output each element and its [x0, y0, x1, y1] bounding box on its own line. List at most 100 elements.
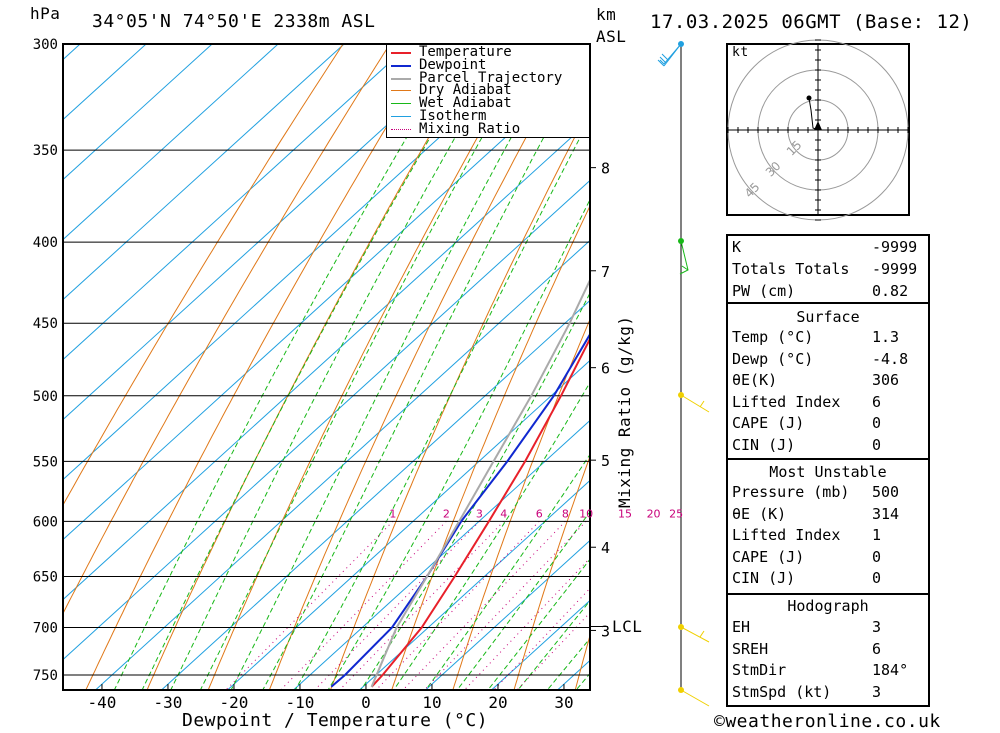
- site-name: weatheronline.co.uk: [725, 711, 941, 732]
- legend-item: Temperature: [387, 44, 587, 60]
- isotherm-line: [63, 44, 81, 61]
- hodograph-point: [806, 95, 812, 101]
- row-value: 6: [872, 392, 882, 411]
- legend-item: Dewpoint: [387, 58, 587, 72]
- dry-adiabat-line: [452, 318, 590, 690]
- wet-adiabat-line: [170, 44, 510, 690]
- legend-label: Wet Adiabat: [419, 95, 512, 112]
- wet-adiabat-line: [230, 44, 564, 690]
- isotherm-line: [226, 359, 590, 690]
- row-label: StmDir: [732, 661, 787, 679]
- legend-item: Dry Adiabat: [387, 82, 587, 99]
- wet-adiabat-line: [199, 44, 536, 690]
- table-row: Lifted Index 1: [728, 526, 928, 547]
- isotherm-line: [63, 44, 345, 301]
- pressure-tick-label: 500: [33, 389, 58, 405]
- dewpoint-line: [330, 332, 590, 688]
- row-label: CIN (J): [732, 435, 796, 454]
- x-tick-label: -30: [154, 693, 183, 712]
- row-label: Temp (°C): [732, 328, 814, 346]
- wet-adiabat-line: [393, 381, 590, 690]
- pressure-tick-label: 700: [33, 620, 58, 636]
- dry-adiabat-line: [939, 44, 1000, 719]
- row-value: 0: [872, 414, 882, 432]
- pw-value: 0.82: [872, 282, 909, 300]
- x-tick-label: -20: [220, 693, 249, 712]
- footer-credit: ©weatheronline.co.uk: [714, 711, 941, 732]
- row-value: 500: [872, 483, 900, 501]
- surface-title: Surface: [796, 308, 860, 326]
- height-asl-label: ASL: [596, 27, 627, 46]
- legend-label: Mixing Ratio: [419, 120, 521, 137]
- mixing-ratio-label: 1: [389, 507, 396, 520]
- indices-table: K -9999 Totals Totals -9999 PW (cm) 0.82: [726, 234, 930, 304]
- table-row: StmDir 184°: [728, 661, 928, 682]
- table-row: CAPE (J) 0: [728, 414, 928, 435]
- wind-barb: [680, 626, 710, 643]
- legend-label: Temperature: [419, 44, 512, 60]
- copyright-symbol: ©: [714, 711, 726, 732]
- legend-swatch: [391, 128, 411, 130]
- wet-adiabat-line: [294, 117, 590, 690]
- wet-adiabat-line: [262, 51, 590, 690]
- row-label: Dewp (°C): [732, 349, 814, 368]
- legend: Temperature Dewpoint Parcel Trajectory Dry …: [386, 44, 590, 138]
- pressure-tick-label: 750: [33, 668, 58, 684]
- table-row: Temp (°C) 1.3: [728, 328, 928, 349]
- km-tick-label: 5: [601, 452, 610, 470]
- table-row: θE (K) 314: [728, 505, 928, 526]
- wind-barb: [659, 43, 682, 65]
- mixing-ratio-label: 8: [562, 507, 569, 520]
- x-tick-label: -10: [286, 693, 315, 712]
- isotherm-line: [358, 479, 590, 690]
- row-value: -4.8: [872, 349, 909, 368]
- row-label: Lifted Index: [732, 392, 841, 411]
- legend-item: Mixing Ratio: [387, 120, 587, 137]
- legend-label: Isotherm: [419, 108, 487, 124]
- x-tick-label: -40: [88, 693, 117, 712]
- pressure-tick-label: 650: [33, 569, 58, 585]
- parcel-trajectory-line: [370, 277, 590, 688]
- km-tick-label: 4: [601, 539, 610, 557]
- x-tick-label: 0: [361, 693, 371, 712]
- row-label: θE(K): [732, 371, 778, 389]
- legend-swatch: [391, 103, 411, 105]
- totals-totals-label: Totals Totals: [732, 260, 850, 278]
- mixing-ratio-label: 3: [476, 507, 483, 520]
- legend-swatch: [391, 77, 411, 80]
- mixing-ratio-label: 6: [536, 507, 543, 520]
- isotherm-line: [63, 44, 279, 241]
- legend-swatch: [391, 52, 411, 54]
- table-row: Lifted Index 6: [728, 393, 928, 414]
- dry-adiabat-line: [207, 44, 531, 690]
- isotherm-line: [160, 299, 590, 690]
- row-label: CIN (J): [732, 569, 796, 587]
- legend-item: Wet Adiabat: [387, 95, 587, 112]
- dry-adiabat-line: [574, 633, 590, 690]
- km-tick-label: 7: [601, 263, 610, 281]
- x-tick-label: 20: [488, 693, 507, 712]
- row-value: 0: [872, 435, 882, 454]
- wind-barb: [680, 394, 710, 413]
- row-label: Pressure (mb): [732, 483, 850, 501]
- table-row: EH 3: [728, 618, 928, 639]
- row-label: CAPE (J): [732, 547, 805, 566]
- plot-frame: [62, 43, 591, 691]
- mixing-ratio-label: 4: [500, 507, 507, 520]
- k-index-label: K: [732, 238, 742, 256]
- legend-swatch: [391, 116, 411, 117]
- legend-label: Dry Adiabat: [419, 82, 512, 99]
- pressure-unit-label: hPa: [30, 4, 61, 23]
- legend-item: Parcel Trajectory: [387, 71, 587, 85]
- pressure-tick-label: 600: [33, 514, 58, 530]
- table-row: CIN (J) 0: [728, 436, 928, 457]
- wet-adiabat-line: [425, 453, 590, 690]
- isotherm-line: [292, 419, 590, 690]
- dry-adiabat-line: [63, 44, 391, 615]
- row-label: StmSpd (kt): [732, 682, 832, 701]
- storm-motion-marker: [814, 121, 822, 130]
- wet-adiabat-line: [141, 44, 486, 690]
- isotherm-line: [424, 539, 590, 690]
- legend-item: Isotherm: [387, 108, 587, 124]
